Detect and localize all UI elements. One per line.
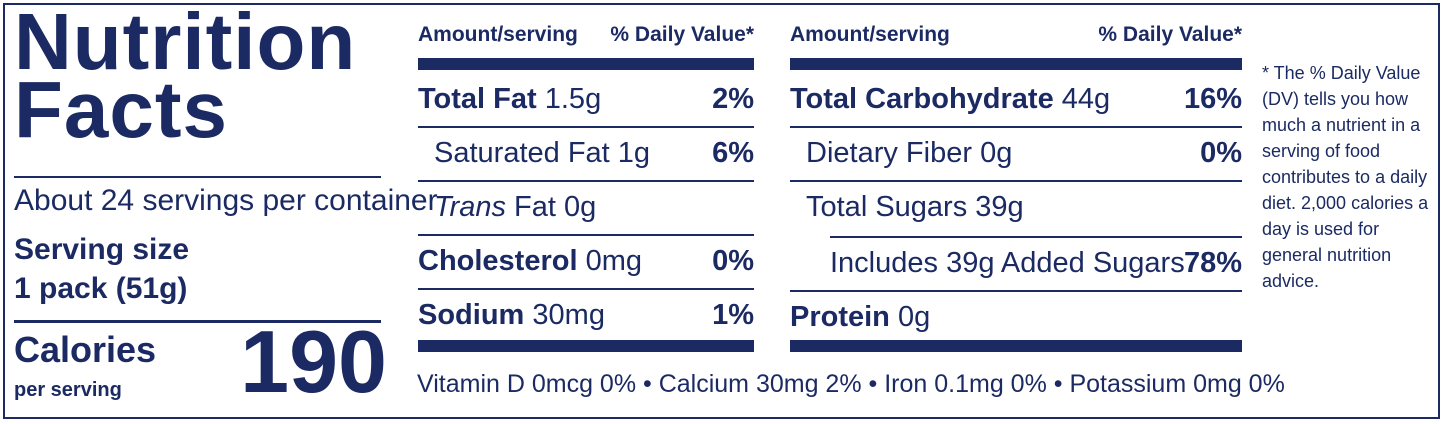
nutrient-name: Saturated Fat [434, 137, 610, 169]
nutrient-name: Trans [434, 191, 506, 223]
daily-value-header: % Daily Value* [610, 23, 754, 46]
vitamins-minerals-line: Vitamin D 0mcg 0% • Calcium 30mg 2% • Ir… [417, 370, 1285, 398]
nutrient-row: Protein 0g [790, 290, 1242, 344]
nutrient-name: Includes 39g Added Sugars [830, 247, 1185, 279]
daily-value-header: % Daily Value* [1098, 23, 1242, 46]
daily-value-footnote: * The % Daily Value (DV) tells you how m… [1262, 63, 1429, 291]
nutrient-row: Total Carbohydrate 44g 16% [790, 74, 1242, 128]
nutrient-amount: 1g [617, 137, 651, 169]
amount-serving-header: Amount/serving [790, 23, 950, 46]
nutrient-dv: 16% [1183, 83, 1242, 115]
nutrient-dv: 6% [712, 137, 754, 169]
nutrient-name: Sodium [418, 299, 525, 331]
nutrient-dv: 2% [712, 83, 754, 115]
nutrient-row: Total Sugars 39g [790, 182, 1242, 234]
nutrient-dv: 1% [712, 299, 754, 331]
nutrient-row: Total Fat 1.5g 2% [418, 74, 754, 128]
nutrient-amount: 0g [897, 301, 931, 333]
nutrient-name: Total Carbohydrate [790, 83, 1054, 115]
nutrient-amount: 0g [980, 137, 1013, 169]
nutrient-amount: 39g [975, 191, 1024, 223]
calories-value: 190 [240, 312, 387, 411]
nutrient-row: Trans Fat 0g [418, 182, 754, 236]
nutrients-column-left: Amount/serving % Daily Value* Total Fat … [418, 18, 754, 358]
serving-size-value: 1 pack (51g) [14, 272, 188, 305]
column-header: Amount/serving % Daily Value* [790, 18, 1242, 52]
title-line-1: Nutrition [14, 0, 357, 86]
servings-per-container: About 24 servings per container [14, 184, 438, 217]
nutrient-amount: 0mg [585, 245, 643, 277]
divider [14, 176, 381, 178]
calories-label: Calories [14, 329, 157, 370]
serving-size-label: Serving size [14, 233, 190, 266]
nutrient-name: Cholesterol [418, 245, 578, 277]
nutrient-amount: 30mg [532, 299, 605, 331]
thick-divider [790, 58, 1242, 70]
nutrient-name: Dietary Fiber [806, 137, 972, 169]
nutrient-dv: 0% [1200, 137, 1242, 169]
nutrient-name: Total Sugars [806, 191, 968, 223]
nutrient-dv: 78% [1183, 247, 1242, 279]
thick-divider [418, 58, 754, 70]
nutrients-column-right: Amount/serving % Daily Value* Total Carb… [790, 18, 1242, 358]
nutrition-facts-title: Nutrition Facts [14, 0, 357, 154]
nutrient-amount: 44g [1061, 83, 1111, 115]
nutrient-row: Dietary Fiber 0g 0% [790, 128, 1242, 182]
nutrient-name: Protein [790, 301, 890, 333]
nutrient-amount: 1.5g [544, 83, 602, 115]
nutrient-row: Saturated Fat 1g 6% [418, 128, 754, 182]
nutrient-amount: Fat 0g [514, 191, 597, 223]
nutrient-row: Cholesterol 0mg 0% [418, 236, 754, 290]
nutrient-row: Sodium 30mg 1% [418, 290, 754, 342]
title-line-2: Facts [14, 65, 228, 154]
column-header: Amount/serving % Daily Value* [418, 18, 754, 52]
nutrient-dv: 0% [712, 245, 754, 277]
nutrient-row: Includes 39g Added Sugars 78% [830, 236, 1242, 292]
calories-per-serving: per serving [14, 379, 122, 401]
nutrient-name: Total Fat [418, 83, 537, 115]
thick-divider [790, 340, 1242, 352]
divider [14, 320, 381, 323]
thick-divider [418, 340, 754, 352]
amount-serving-header: Amount/serving [418, 23, 578, 46]
